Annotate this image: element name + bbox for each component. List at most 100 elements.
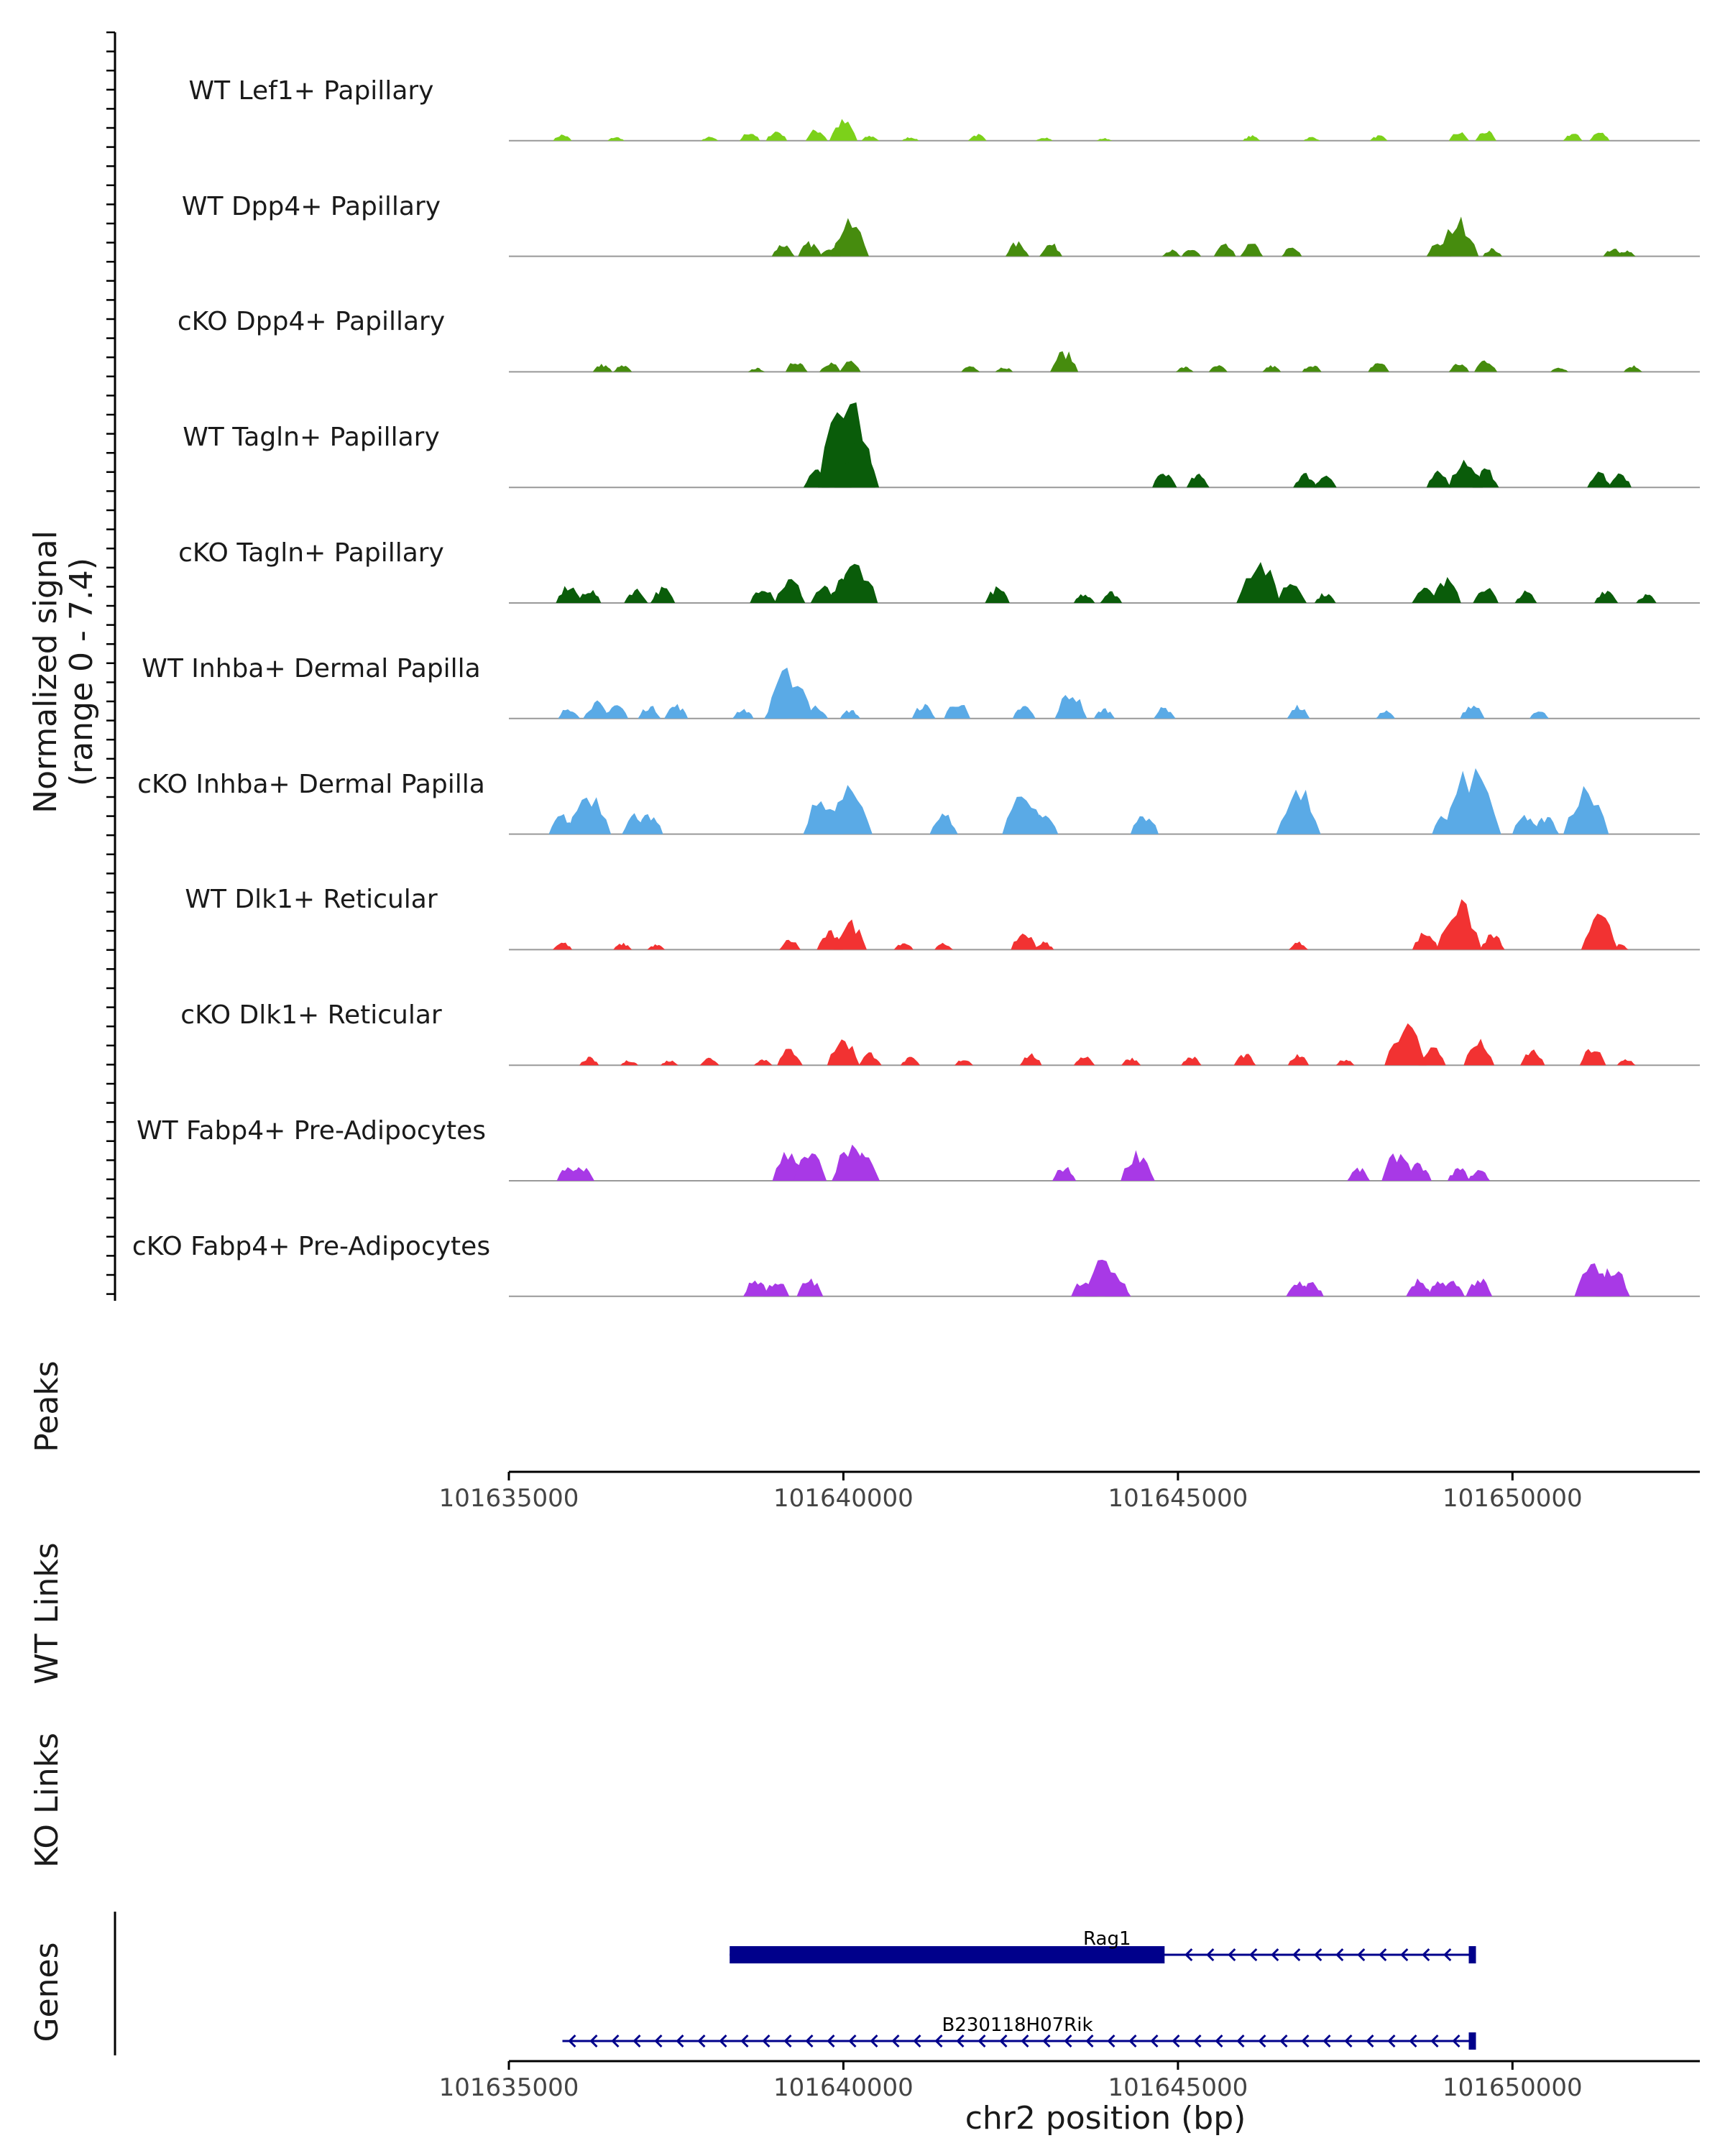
y-axis-ticks [106,31,115,1295]
signal-peak [750,591,777,603]
gene-b230118h07rik: B230118H07Rik [562,2014,1476,2050]
signal-peak [1287,704,1310,719]
signal-peak [556,586,583,603]
signal-peak [1096,138,1113,141]
signal-peak [796,1278,824,1296]
signal-peak [1532,816,1560,834]
signal-peak [1100,591,1123,603]
signal-peak [766,667,814,719]
signal-peak [1019,1053,1042,1066]
signal-peak [1162,249,1181,257]
signal-peak [929,813,958,834]
signal-peak [1610,944,1629,950]
signal-peak [1011,934,1038,950]
signal-peak [1406,1278,1432,1296]
signal-peak [1240,244,1264,257]
track-label: WT Tagln+ Papillary [183,423,440,452]
signal-peak [1581,913,1618,950]
strand-arrow [956,2034,965,2048]
x-tick-label: 101635000 [439,2073,579,2102]
strand-arrow [1193,2034,1202,2048]
strand-arrow [913,2034,921,2048]
signal-peak [1073,594,1095,603]
signal-peak [1594,591,1619,603]
signal-peak [810,585,837,603]
strand-arrow [1344,2034,1353,2048]
signal-peak [1439,216,1479,257]
signal-peak [635,814,663,834]
signal-peak [1302,365,1322,372]
strand-arrow [1314,1948,1322,1962]
signal-peak [1384,1023,1427,1066]
signal-peak [834,443,880,488]
signal-peak [1335,1059,1355,1066]
signal-peak [1468,1170,1491,1181]
signal-peak [570,1167,594,1181]
signal-peak [1233,1054,1256,1066]
track-label: cKO Tagln+ Papillary [178,538,444,568]
signal-peak [1563,786,1609,834]
signal-peak [1121,1150,1155,1181]
signal-peak [995,367,1013,372]
track-9: cKO Dlk1+ Reticular [180,1000,1700,1067]
signal-peak [650,586,676,603]
signal-peak [620,1060,638,1066]
signal-peak [793,1153,827,1181]
signal-peak [1440,1281,1465,1296]
strand-arrow [1128,2034,1137,2048]
signal-peak [833,919,867,950]
signal-peak [1050,351,1079,372]
signal-peak [1607,473,1632,488]
signal-peak [1073,1056,1095,1066]
signal-peak [558,709,581,719]
signal-peak [1002,796,1046,834]
track-label: cKO Inhba+ Dermal Papilla [137,770,485,799]
signal-peak [1436,899,1482,950]
strand-arrow [1206,1948,1215,1962]
signal-peak [1300,1281,1324,1296]
signal-peak [1153,706,1176,719]
strand-arrow [1443,1948,1452,1962]
gene-end-cap [1468,1946,1476,1963]
strand-arrow [632,2034,641,2048]
strand-arrow [1452,2034,1460,2048]
signal-peak [1347,1167,1371,1181]
signal-peak [1005,241,1030,257]
signal-peak [739,134,760,141]
signal-peak [1054,695,1087,719]
strand-arrow [676,2034,684,2048]
x-tick-label: 101650000 [1443,2073,1583,2102]
track-4: WT Tagln+ Papillary [183,402,1700,489]
signal-peak [1121,1057,1141,1066]
signal-peak [753,1059,773,1066]
strand-arrow [1430,2034,1439,2048]
signal-peak [1460,705,1485,719]
peaks-label: Peaks [29,1360,65,1452]
strand-arrow [805,2034,814,2048]
strand-arrow [1042,2034,1051,2048]
signal-peak [1381,1153,1416,1181]
signal-peak [961,366,980,372]
signal-peak [1208,365,1228,372]
signal-peak [603,705,629,719]
strand-arrow [1335,1948,1344,1962]
signal-peak [577,589,602,603]
signal-peak [647,944,666,950]
strand-arrow [1292,1948,1301,1962]
signal-peak [847,1152,880,1181]
signal-peak [664,704,689,719]
signal-peak [911,704,936,719]
x-tick-label: 101640000 [773,2073,914,2102]
strand-arrow [1064,2034,1072,2048]
signal-peak [1287,1054,1310,1066]
signal-peak [1616,1059,1636,1066]
strand-arrow [1400,1948,1409,1962]
signal-peak [934,942,954,950]
strand-arrow [783,2034,792,2048]
signal-peak [1412,932,1439,950]
strand-arrow [1387,2034,1396,2048]
signal-peak [763,1283,790,1296]
strand-arrow [1249,1948,1258,1962]
signal-peak [1034,941,1054,950]
signal-peak [1520,1049,1545,1066]
